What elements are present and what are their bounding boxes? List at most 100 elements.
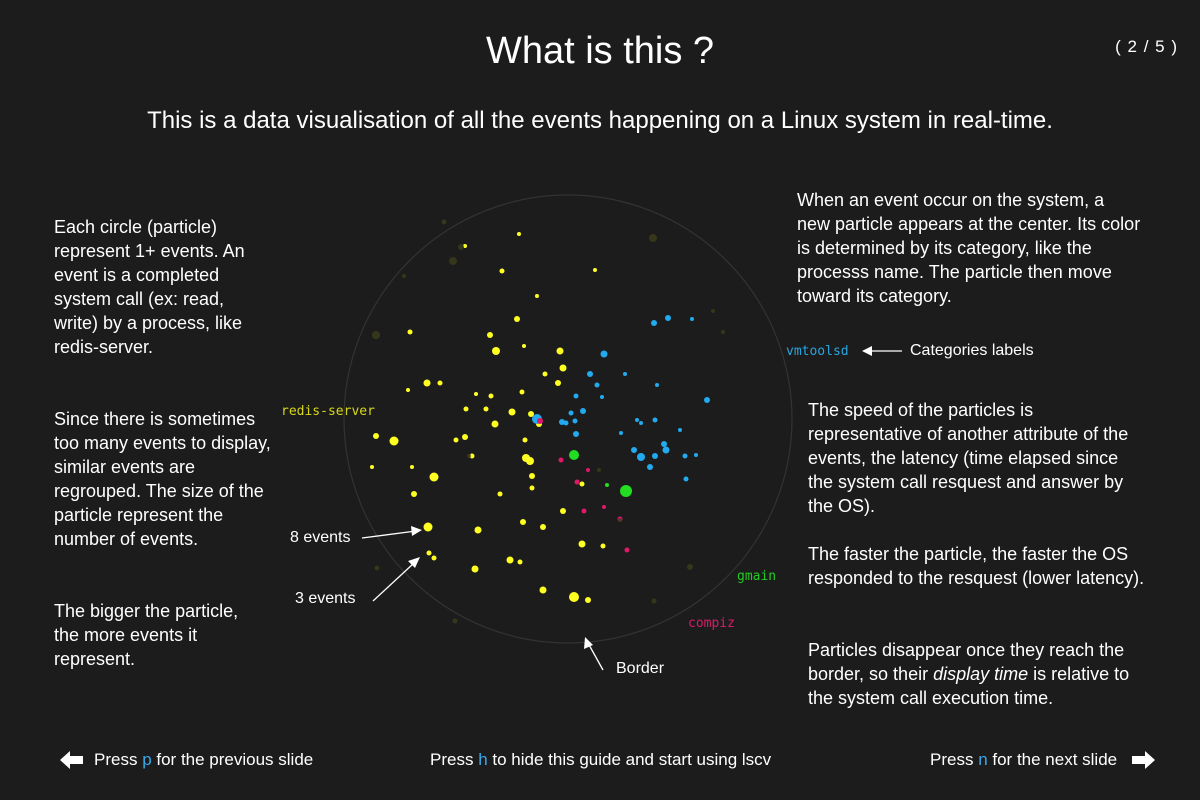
particle-redis-server [555,380,561,386]
particle-redis-server [497,491,503,497]
right-paragraph-faster: The faster the particle, the faster the … [808,544,1145,588]
particle-faded [372,331,380,339]
arrow-right-icon [1132,751,1155,769]
particle-redis-server [593,268,597,272]
particle-gmain [605,483,609,487]
particle-redis-server [492,347,500,355]
right-paragraph-disappear: Particles disappear once they reach the … [808,638,1153,710]
particle-vmtoolsd [600,350,608,358]
particle-redis-server [411,491,417,497]
particle-redis-server [529,485,535,491]
annotation-border: Border [616,660,665,677]
particle-faded [374,565,380,571]
arrow-border [587,642,604,671]
category-label-vmtoolsd: vmtoolsd [786,344,849,359]
next-text-start: Press [930,750,979,769]
display-time-emphasis: display time [933,664,1029,684]
particle-compiz [537,418,543,424]
particle-vmtoolsd [619,431,623,435]
category-label-compiz: compiz [688,616,735,631]
particle-redis-server [471,565,479,573]
particle-vmtoolsd [647,464,653,470]
arrowhead-border [584,637,593,649]
particle-redis-server [506,556,514,564]
annotation-three-events: 3 events [295,590,356,607]
particle-vmtoolsd [682,453,688,459]
particle-redis-server [469,453,475,459]
arrow-left-icon [60,751,83,769]
slide-counter: ( 2 / 5 ) [1115,37,1178,56]
particle-redis-server [559,364,567,372]
particle-redis-server [556,347,564,355]
particle-redis-server [578,540,586,548]
hide-text-start: Press [430,750,479,769]
particle-redis-server [508,408,516,416]
particle-compiz [574,479,580,485]
particle-faded [618,518,622,522]
particle-faded [711,309,715,313]
particle-vmtoolsd [683,476,689,482]
particle-redis-server [514,316,520,322]
particle-redis-server [491,420,499,428]
particle-gmain [569,450,579,460]
footer-next-hint: Press n for the next slide [930,750,1117,770]
particle-redis-server [519,389,525,395]
visualisation-border [343,194,793,644]
right-paragraph-new-particle: When an event occur on the system, a new… [797,190,1141,306]
particle-redis-server [487,332,493,338]
particle-redis-server [410,465,414,469]
disappear-text-end: is relative to the system call execution… [808,664,1130,708]
category-label-redis-server: redis-server [281,404,375,419]
right-paragraph-speed: The speed of the particles is representa… [808,400,1129,516]
particles-group [370,219,725,624]
particle-compiz [581,508,587,514]
particle-redis-server [560,508,566,514]
particle-faded [402,274,406,278]
particle-faded [651,598,657,604]
particle-redis-server [529,473,535,479]
particle-redis-server [426,550,432,556]
particle-vmtoolsd [580,408,586,414]
footer-previous-hint: Press p for the previous slide [94,750,313,770]
particle-redis-server [526,457,534,465]
particle-vmtoolsd [661,441,667,447]
particle-redis-server [535,294,539,298]
particle-faded [597,468,601,472]
particle-compiz [558,457,564,463]
particle-redis-server [406,388,410,392]
particle-faded [441,219,447,225]
slide-subtitle: This is a data visualisation of all the … [147,107,1053,134]
particle-redis-server [585,597,591,603]
particle-redis-server [579,481,585,487]
hide-text-end: to hide this guide and start using lscv [487,750,772,769]
particle-vmtoolsd [631,447,637,453]
particle-vmtoolsd [623,372,627,376]
arrowhead-three-events [408,557,420,568]
left-paragraph-grouping: Since there is sometimes too many events… [54,409,271,549]
particle-redis-server [499,268,505,274]
particle-redis-server [407,329,413,335]
particle-compiz [586,468,590,472]
particle-redis-server [423,379,431,387]
particle-redis-server [462,434,468,440]
particle-redis-server [431,555,437,561]
particle-compiz [624,547,630,553]
particle-vmtoolsd [573,393,579,399]
particle-redis-server [423,522,433,532]
particle-redis-server [520,519,526,525]
prev-text-start: Press [94,750,143,769]
arrow-three-events [372,562,415,602]
left-paragraph-particles: Each circle (particle) represent 1+ even… [54,217,245,357]
particle-redis-server [474,526,482,534]
particle-gmain [620,485,632,497]
particle-vmtoolsd [635,418,639,422]
particle-vmtoolsd [559,419,565,425]
particle-vmtoolsd [573,431,579,437]
particle-faded [721,330,725,334]
particle-redis-server [540,524,546,530]
particle-redis-server [437,380,443,386]
slide-title: What is this ? [485,30,715,72]
particle-compiz [602,505,606,509]
particle-redis-server [373,433,379,439]
